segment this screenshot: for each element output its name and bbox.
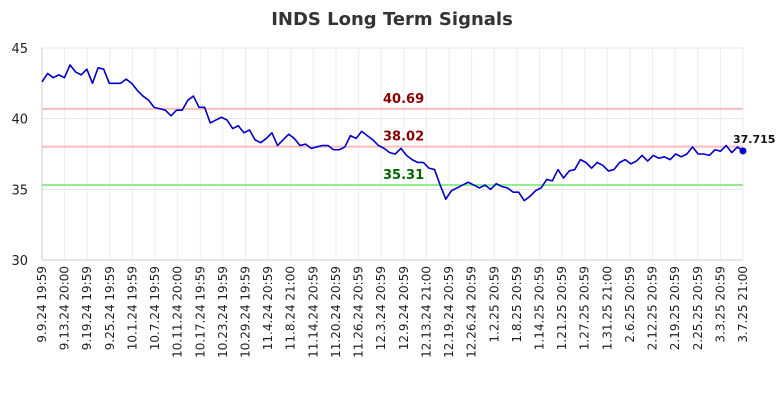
x-tick-label: 2.19.25 20:59 (668, 266, 682, 350)
x-tick-label: 9.9.24 19:59 (35, 266, 49, 343)
price-series: 37.715 (41, 64, 775, 202)
x-tick-label: 1.2.25 20:59 (487, 266, 501, 343)
x-tick-label: 10.7.24 19:59 (148, 266, 162, 350)
x-tick-label: 2.12.25 20:59 (646, 266, 660, 350)
x-tick-label: 11.8.24 21:00 (284, 266, 298, 350)
y-tick-label: 40 (11, 113, 28, 128)
y-tick-label: 35 (11, 183, 28, 198)
last-price-label: 37.715 (733, 133, 775, 146)
x-tick-label: 3.7.25 21:00 (736, 266, 750, 343)
signal-levels: 40.69 38.02 35.31 (42, 92, 743, 186)
grid-lines (41, 47, 744, 261)
x-tick-label: 11.26.24 20:59 (352, 266, 366, 358)
x-tick-label: 3.3.25 20:59 (713, 266, 727, 343)
level-label: 38.02 (383, 130, 424, 145)
price-line (41, 64, 744, 202)
x-tick-label: 10.1.24 19:59 (125, 266, 139, 350)
y-axis: 30 35 40 45 (11, 42, 28, 269)
x-tick-label: 2.6.25 20:59 (623, 266, 637, 343)
x-tick-label: 11.14.24 20:59 (306, 266, 320, 358)
x-tick-label: 1.31.25 21:00 (600, 266, 614, 350)
x-tick-label: 1.8.25 20:59 (510, 266, 524, 343)
x-tick-label: 1.27.25 20:59 (578, 266, 592, 350)
level-label: 40.69 (383, 92, 424, 107)
x-tick-label: 11.4.24 20:59 (261, 266, 275, 350)
x-tick-label: 10.11.24 20:00 (171, 266, 185, 358)
x-tick-label: 9.25.24 19:59 (103, 266, 117, 350)
y-tick-label: 30 (11, 254, 28, 269)
x-tick-label: 9.19.24 19:59 (80, 266, 94, 350)
level-label: 35.31 (383, 168, 424, 183)
chart-title: INDS Long Term Signals (271, 9, 513, 30)
x-tick-label: 12.26.24 20:59 (465, 266, 479, 358)
x-axis: 9.9.24 19:59 9.13.24 20:00 9.19.24 19:59 9.… (35, 266, 750, 358)
x-tick-label: 12.19.24 20:59 (442, 266, 456, 358)
x-tick-label: 10.23.24 19:59 (216, 266, 230, 358)
x-tick-label: 12.3.24 20:59 (374, 266, 388, 350)
x-tick-label: 1.21.25 20:59 (555, 266, 569, 350)
x-tick-label: 10.29.24 19:59 (239, 266, 253, 358)
last-price-marker (739, 147, 747, 155)
y-tick-label: 45 (11, 42, 28, 57)
x-tick-label: 12.13.24 21:00 (419, 266, 433, 358)
x-tick-label: 9.13.24 20:00 (58, 266, 72, 350)
x-tick-label: 2.25.25 20:59 (691, 266, 705, 350)
x-tick-label: 10.17.24 19:59 (193, 266, 207, 358)
x-tick-label: 1.14.25 20:59 (532, 266, 546, 350)
x-tick-label: 11.20.24 20:59 (329, 266, 343, 358)
x-tick-label: 12.9.24 20:59 (397, 266, 411, 350)
